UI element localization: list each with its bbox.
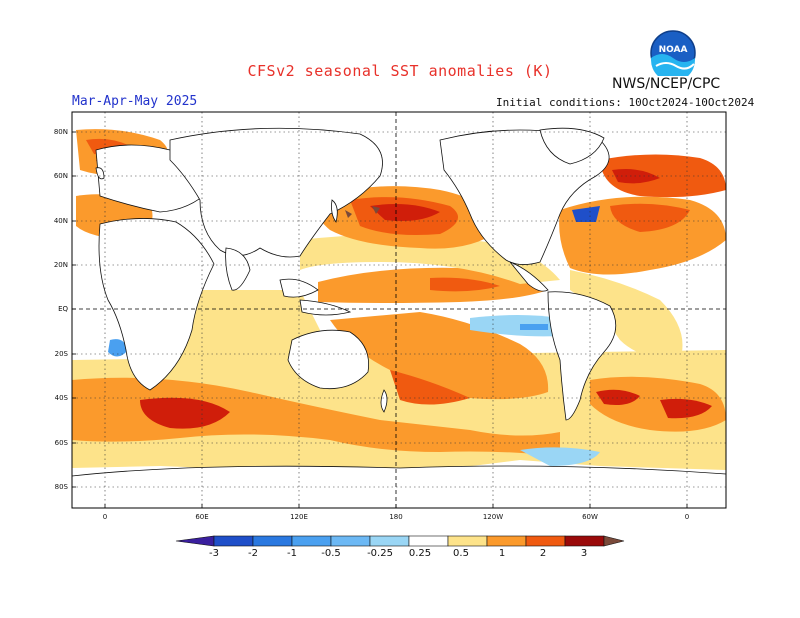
colorbar-cell-9 — [525, 535, 566, 547]
colorbar-label-minus1: -1 — [287, 548, 297, 559]
lon-label-120w: 120W — [483, 513, 503, 521]
lat-label-60s: 60S — [55, 439, 69, 447]
lat-label-eq: EQ — [58, 305, 68, 313]
lat-label-60n: 60N — [54, 172, 68, 180]
colorbar-label-minus2: -2 — [248, 548, 258, 559]
colorbar-labels: -3 -2 -1 -0.5 -0.25 0.25 0.5 1 2 3 — [209, 548, 587, 559]
lat-label-40s: 40S — [55, 394, 69, 402]
colorbar-cell-10 — [564, 535, 605, 547]
graticule — [72, 112, 726, 508]
colorbar-cell-8 — [486, 535, 527, 547]
lon-label-0-east: 0 — [685, 513, 689, 521]
colorbar-cell-6 — [408, 535, 449, 547]
coastlines — [72, 127, 726, 508]
lon-label-60e: 60E — [195, 513, 208, 521]
map-frame — [71, 111, 727, 509]
lon-label-0: 0 — [103, 513, 107, 521]
colorbar-label-3: 3 — [581, 548, 587, 559]
lon-label-60w: 60W — [582, 513, 598, 521]
map-title: CFSv2 seasonal SST anomalies (K) — [247, 62, 553, 80]
noaa-logo-text: NOAA — [659, 45, 688, 55]
colorbar-label-2: 2 — [540, 548, 546, 559]
forecast-period: Mar-Apr-May 2025 — [72, 94, 198, 109]
colorbar-label-minus0-5: -0.5 — [321, 548, 341, 559]
colorbar-label-minus0-25: -0.25 — [367, 548, 393, 559]
colorbar-cell-5 — [369, 535, 410, 547]
colorbar-label-minus3: -3 — [209, 548, 219, 559]
colorbar-cell-2 — [252, 535, 293, 547]
colorbar-label-1: 1 — [499, 548, 505, 559]
colorbar-label-0-25: 0.25 — [409, 548, 431, 559]
lon-label-120e: 120E — [290, 513, 308, 521]
colorbar-cell-0 — [175, 535, 215, 547]
colorbar-cell-11 — [603, 535, 625, 547]
colorbar-cell-1 — [213, 535, 254, 547]
lon-label-180: 180 — [389, 513, 402, 521]
organization-label: NWS/NCEP/CPC — [612, 76, 721, 92]
lat-label-80s: 80S — [55, 483, 69, 491]
colorbar — [175, 535, 625, 547]
lat-label-20s: 20S — [55, 350, 69, 358]
colorbar-label-0-5: 0.5 — [453, 548, 469, 559]
colorbar-cell-4 — [330, 535, 371, 547]
colorbar-cell-3 — [291, 535, 332, 547]
colorbar-cell-7 — [447, 535, 488, 547]
initial-conditions: Initial conditions: 10Oct2024-10Oct2024 — [496, 96, 755, 109]
noaa-logo: NOAA — [650, 30, 696, 76]
lat-label-40n: 40N — [54, 217, 68, 225]
lat-label-80n: 80N — [54, 128, 68, 136]
tick-marks — [72, 131, 688, 508]
lat-label-20n: 20N — [54, 261, 68, 269]
